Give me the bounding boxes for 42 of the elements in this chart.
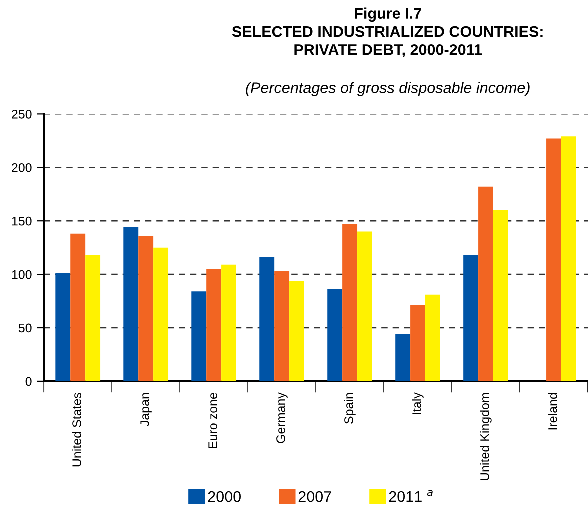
bar [328,290,343,382]
x-tick-label: Euro zone [208,393,218,449]
x-tick-label: Italy [412,392,424,414]
bar [274,271,290,382]
bar [138,236,154,382]
bar [260,257,275,382]
x-tick-label: Ireland [548,393,558,430]
bar [56,273,71,382]
bar [70,234,86,382]
bar [546,138,562,382]
chart-subtitle: (Percentages of gross disposable income) [246,82,530,96]
y-tick-label: 100 [12,270,32,280]
x-tick-label: Japan [140,393,152,426]
bar [192,292,207,382]
legend-label: 2000 [208,491,241,502]
bar [86,255,101,382]
bar [342,224,358,382]
x-tick-label: United States [72,393,82,467]
bar [358,232,372,382]
bar [410,306,426,382]
bar [396,334,411,382]
x-tick-label: Spain [344,393,356,424]
legend-label: 2007 [298,491,332,502]
y-tick-label: 50 [18,324,32,333]
bar [154,248,169,382]
x-tick-label: Germany [276,392,288,444]
bar [290,280,304,382]
bar [478,186,494,382]
x-tick-label: United Kingdom [480,393,492,481]
bar [426,294,440,382]
y-tick-label: 0 [26,377,32,386]
bar [561,136,576,382]
bar [206,269,222,382]
bar [222,264,237,382]
bar [493,210,508,382]
bar [124,228,139,382]
chart-title: Figure I.7 SELECTED INDUSTRIALIZED COUNTRIES: PRIVATE DEBT, 2000-2011 [232,8,543,58]
y-tick-label: 250 [12,110,32,119]
bar [464,255,479,382]
y-tick-label: 150 [12,216,32,226]
legend-label: 2011 $^{a}$ [389,490,433,502]
y-tick-label: 200 [12,163,32,172]
